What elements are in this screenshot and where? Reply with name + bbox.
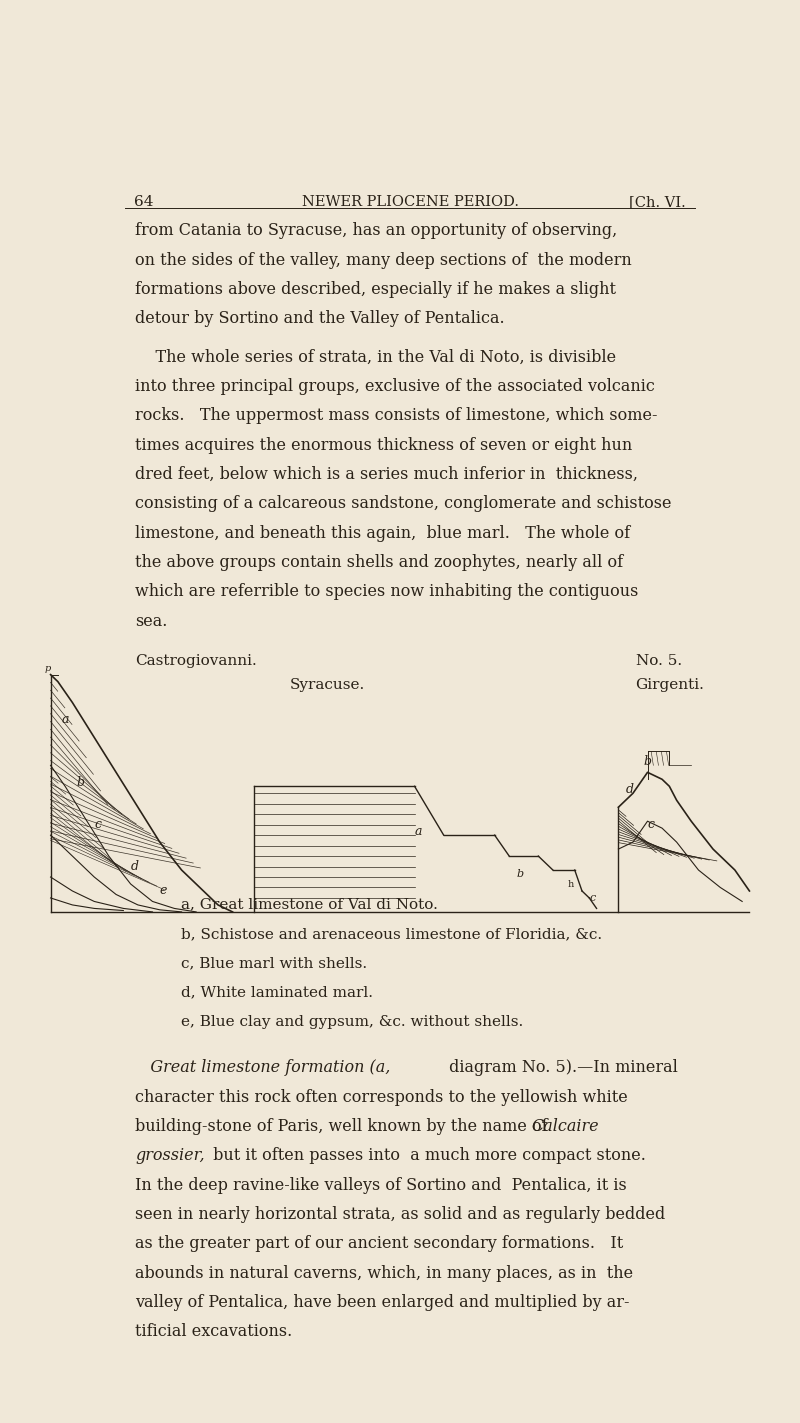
Text: Girgenti.: Girgenti. [635, 677, 704, 692]
Text: formations above described, especially if he makes a slight: formations above described, especially i… [135, 280, 616, 297]
Text: Calcaire: Calcaire [531, 1118, 598, 1136]
Text: d: d [130, 859, 138, 874]
Text: b, Schistose and arenaceous limestone of Floridia, &c.: b, Schistose and arenaceous limestone of… [181, 926, 602, 941]
Text: on the sides of the valley, many deep sections of  the modern: on the sides of the valley, many deep se… [135, 252, 632, 269]
Text: consisting of a calcareous sandstone, conglomerate and schistose: consisting of a calcareous sandstone, co… [135, 495, 672, 512]
Text: character this rock often corresponds to the yellowish white: character this rock often corresponds to… [135, 1089, 628, 1106]
Text: No. 5.: No. 5. [636, 655, 682, 667]
Text: c, Blue marl with shells.: c, Blue marl with shells. [181, 956, 366, 970]
Text: a: a [414, 825, 422, 838]
Text: The whole series of strata, in the Val di Noto, is divisible: The whole series of strata, in the Val d… [135, 349, 617, 366]
Text: p: p [45, 665, 51, 673]
Text: e, Blue clay and gypsum, &c. without shells.: e, Blue clay and gypsum, &c. without she… [181, 1015, 523, 1029]
Text: sea.: sea. [135, 613, 168, 630]
Text: detour by Sortino and the Valley of Pentalica.: detour by Sortino and the Valley of Pent… [135, 310, 505, 327]
Text: c: c [94, 818, 102, 831]
Text: dred feet, below which is a series much inferior in  thickness,: dred feet, below which is a series much … [135, 465, 638, 482]
Text: 64: 64 [134, 195, 154, 209]
Text: e: e [160, 885, 167, 898]
Text: seen in nearly horizontal strata, as solid and as regularly bedded: seen in nearly horizontal strata, as sol… [135, 1205, 666, 1222]
Text: Syracuse.: Syracuse. [290, 677, 365, 692]
Text: Castrogiovanni.: Castrogiovanni. [135, 655, 257, 667]
Text: [Ch. VI.: [Ch. VI. [629, 195, 686, 209]
Text: into three principal groups, exclusive of the associated volcanic: into three principal groups, exclusive o… [135, 379, 655, 396]
Text: d, White laminated marl.: d, White laminated marl. [181, 986, 373, 1000]
Text: the above groups contain shells and zoophytes, nearly all of: the above groups contain shells and zoop… [135, 554, 623, 571]
Text: h: h [567, 881, 574, 889]
Text: building-stone of Paris, well known by the name of: building-stone of Paris, well known by t… [135, 1118, 553, 1136]
Text: diagram No. 5).—In mineral: diagram No. 5).—In mineral [444, 1059, 678, 1076]
Text: NEWER PLIOCENE PERIOD.: NEWER PLIOCENE PERIOD. [302, 195, 518, 209]
Text: c: c [647, 818, 654, 831]
Text: valley of Pentalica, have been enlarged and multiplied by ar-: valley of Pentalica, have been enlarged … [135, 1294, 630, 1311]
Text: grossier,: grossier, [135, 1147, 205, 1164]
Text: In the deep ravine-like valleys of Sortino and  Pentalica, it is: In the deep ravine-like valleys of Sorti… [135, 1177, 627, 1194]
Text: as the greater part of our ancient secondary formations.   It: as the greater part of our ancient secon… [135, 1235, 623, 1252]
Text: b: b [517, 869, 524, 879]
Text: d: d [626, 783, 634, 797]
Text: which are referrible to species now inhabiting the contiguous: which are referrible to species now inha… [135, 583, 638, 601]
Text: from Catania to Syracuse, has an opportunity of observing,: from Catania to Syracuse, has an opportu… [135, 222, 618, 239]
Text: but it often passes into  a much more compact stone.: but it often passes into a much more com… [209, 1147, 646, 1164]
Text: tificial excavations.: tificial excavations. [135, 1323, 293, 1340]
Text: a, Great limestone of Val di Noto.: a, Great limestone of Val di Noto. [181, 898, 438, 912]
Text: times acquires the enormous thickness of seven or eight hun: times acquires the enormous thickness of… [135, 437, 633, 454]
Text: Great limestone formation (a,: Great limestone formation (a, [135, 1059, 390, 1076]
Text: a: a [62, 713, 69, 727]
Text: rocks.   The uppermost mass consists of limestone, which some-: rocks. The uppermost mass consists of li… [135, 407, 658, 424]
Text: b: b [76, 777, 84, 790]
Text: abounds in natural caverns, which, in many places, as in  the: abounds in natural caverns, which, in ma… [135, 1265, 634, 1282]
Text: b: b [644, 756, 652, 768]
Text: limestone, and beneath this again,  blue marl.   The whole of: limestone, and beneath this again, blue … [135, 525, 630, 542]
Text: c: c [590, 894, 595, 904]
